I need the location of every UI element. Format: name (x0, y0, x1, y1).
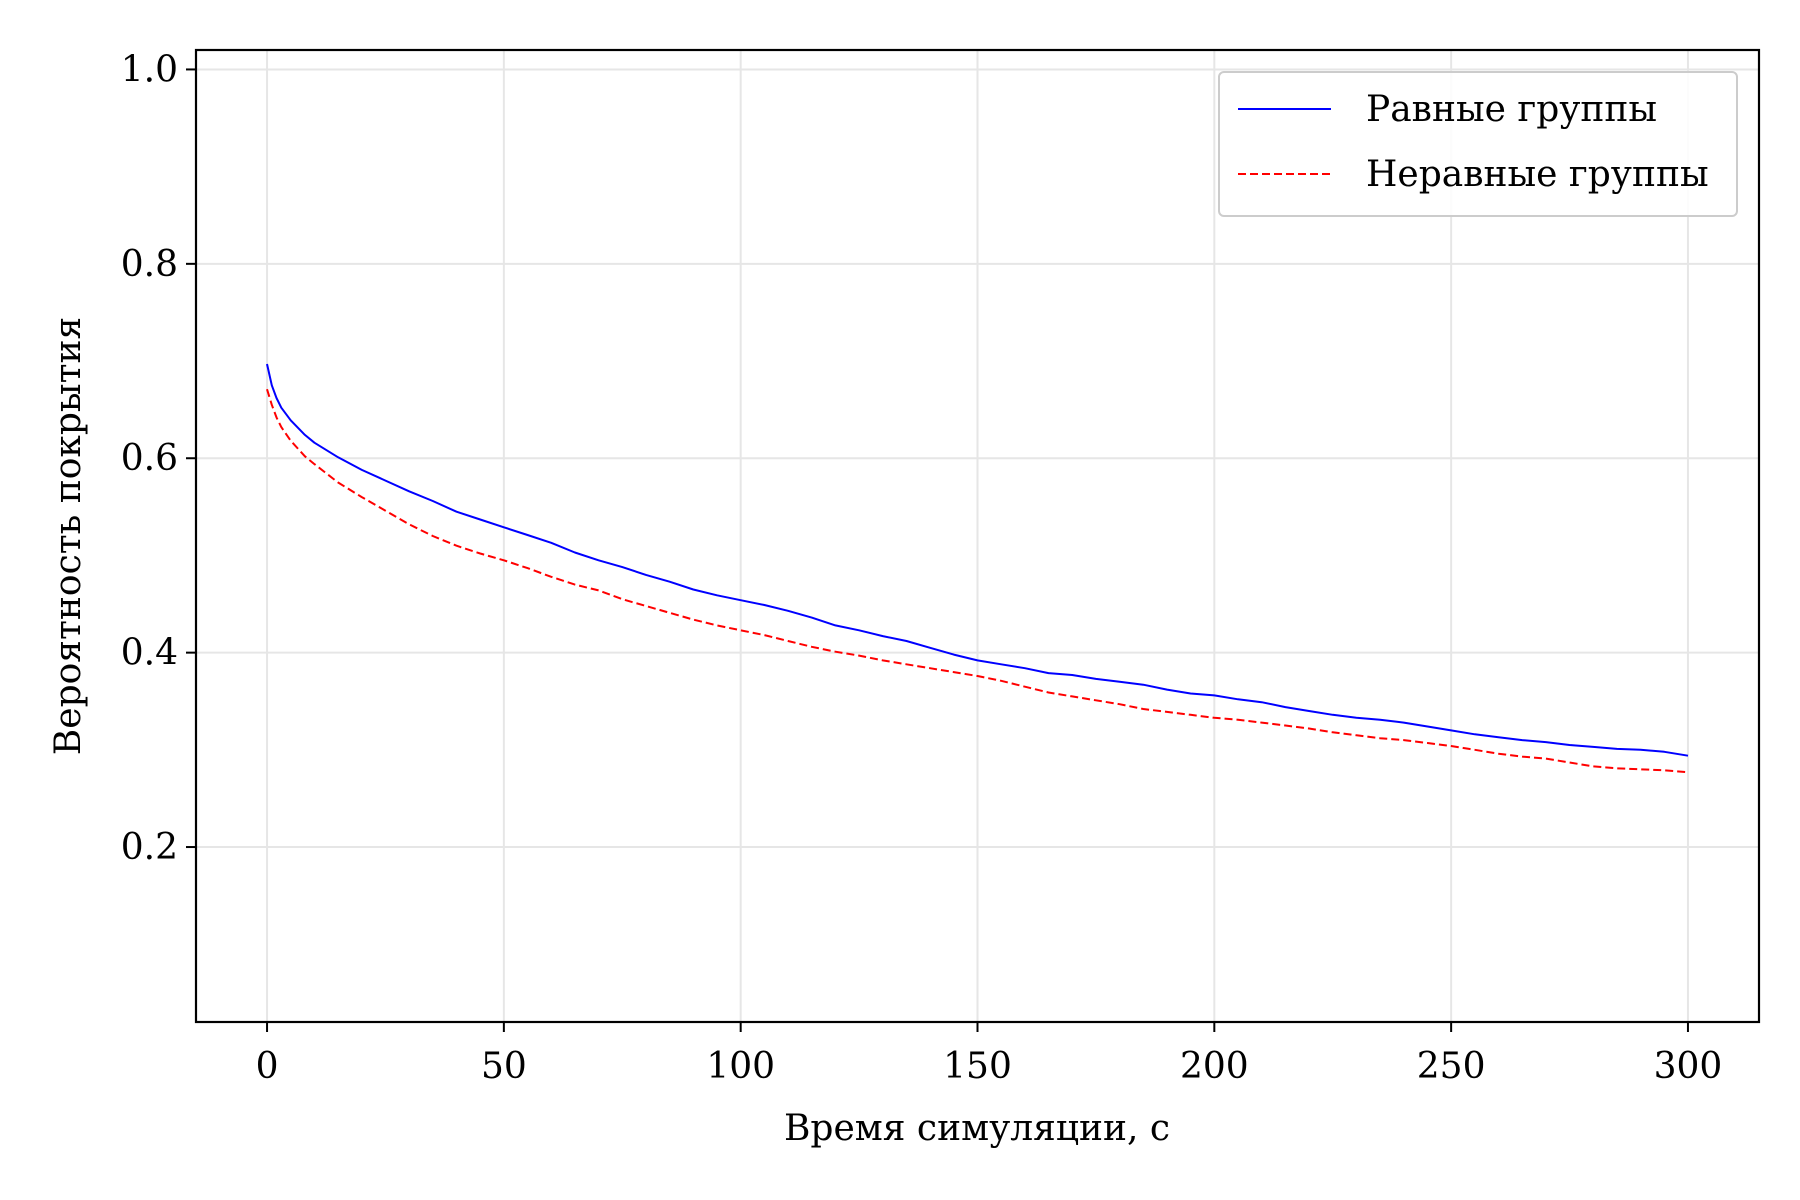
series-line-unequal-groups (266, 388, 1689, 774)
legend-box (1218, 71, 1738, 217)
x-tick-label: 200 (1180, 1046, 1249, 1087)
series-line-equal-groups (266, 363, 1689, 757)
x-tick-label: 100 (706, 1046, 775, 1087)
legend: Равные группы Неравные группы (1218, 71, 1738, 217)
grid (196, 50, 1759, 1022)
y-tick-label: 0.6 (121, 438, 178, 479)
x-tick-label: 300 (1654, 1046, 1723, 1087)
series-lines (266, 363, 1689, 774)
y-axis-label: Вероятность покрытия (48, 317, 89, 755)
x-axis-label: Время симуляции, с (784, 1108, 1170, 1149)
x-tick-label: 150 (943, 1046, 1012, 1087)
y-axis-ticks: 0.2 0.4 0.6 0.8 1.0 (121, 49, 196, 868)
legend-label-unequal-groups: Неравные группы (1366, 154, 1709, 195)
y-tick-label: 0.2 (121, 827, 178, 868)
x-tick-label: 0 (256, 1046, 279, 1087)
x-tick-label: 50 (481, 1046, 527, 1087)
x-axis-ticks: 0 50 100 150 200 250 300 (256, 1022, 1723, 1087)
x-tick-label: 250 (1417, 1046, 1486, 1087)
y-tick-label: 1.0 (121, 49, 178, 90)
legend-label-equal-groups: Равные группы (1366, 89, 1657, 130)
y-tick-label: 0.4 (121, 633, 178, 674)
y-tick-label: 0.8 (121, 244, 178, 285)
